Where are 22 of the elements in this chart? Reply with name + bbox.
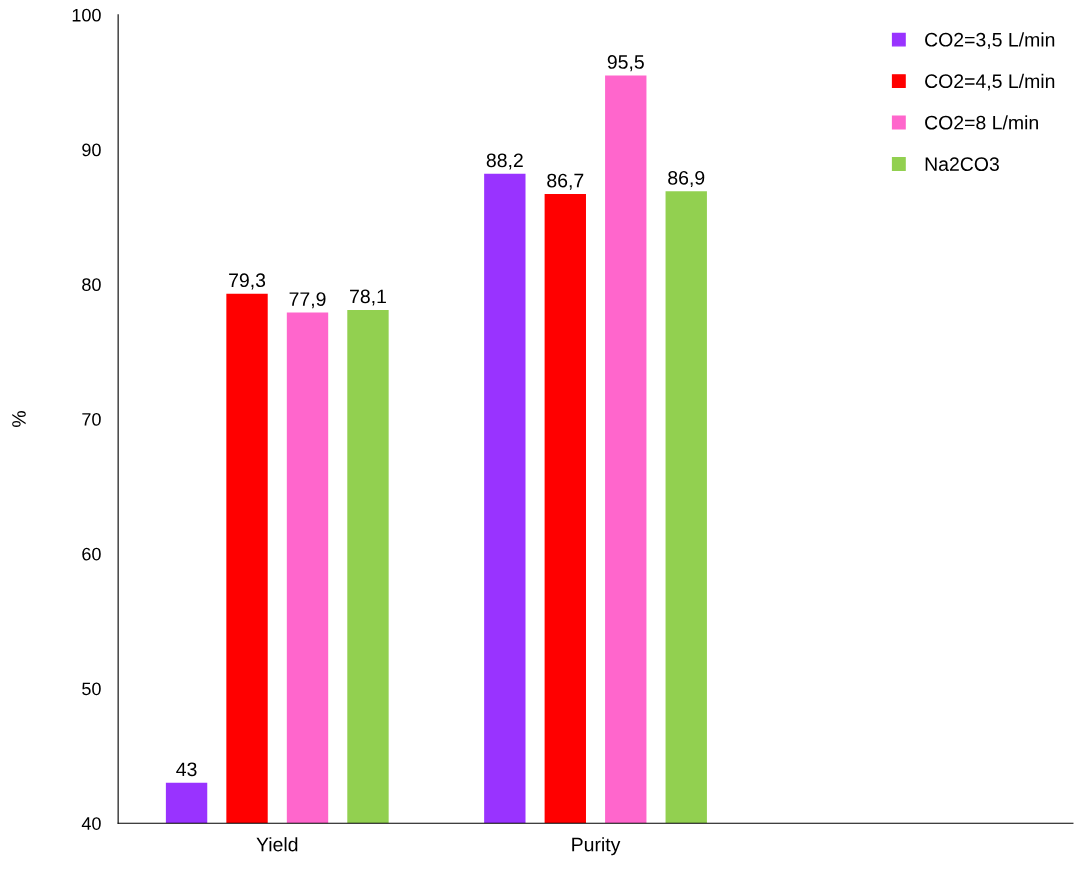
legend-label: CO2=3,5 L/min <box>925 32 1055 49</box>
y-tick-label: 60 <box>82 547 101 561</box>
y-tick-label: 90 <box>82 143 101 157</box>
legend-label: CO2=8 L/min <box>925 115 1038 130</box>
data-label: 77,9 <box>289 292 326 309</box>
data-label: 79,3 <box>229 273 266 290</box>
x-tick-label: Purity <box>572 837 621 856</box>
data-label: 86,9 <box>668 170 705 188</box>
y-axis-title: % <box>12 411 26 427</box>
y-tick-label: 70 <box>82 412 101 426</box>
legend-label: Na2CO3 <box>925 157 999 171</box>
legend-label: CO2=4,5 L/min <box>925 73 1055 91</box>
y-tick-label: 80 <box>82 278 101 292</box>
y-tick-label: 40 <box>81 817 101 830</box>
y-tick-label: 100 <box>72 8 101 22</box>
data-label: 88,2 <box>486 153 523 170</box>
data-label: 43 <box>176 762 197 777</box>
x-tick-label: Yield <box>256 837 298 852</box>
data-label: 95,5 <box>607 55 644 72</box>
data-label: 86,7 <box>547 173 584 190</box>
y-tick-label: 50 <box>82 682 101 696</box>
data-label: 78,1 <box>350 289 386 306</box>
